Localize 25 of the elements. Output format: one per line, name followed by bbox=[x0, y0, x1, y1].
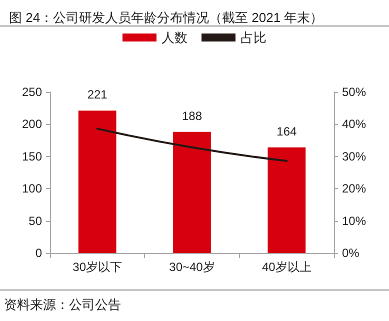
legend-label: 人数 bbox=[162, 30, 188, 45]
y-tick-label: 0 bbox=[35, 246, 42, 260]
x-tick-label: 40岁以上 bbox=[262, 260, 312, 274]
x-tick-label: 30岁以下 bbox=[72, 260, 122, 274]
y-tick-label: 250 bbox=[22, 85, 42, 99]
y-tick-label: 200 bbox=[22, 117, 42, 132]
bar bbox=[78, 110, 116, 253]
data-label: 164 bbox=[276, 124, 297, 138]
text: 资料来源：公司公告 bbox=[4, 297, 121, 312]
y-tick-label: 50 bbox=[28, 214, 42, 228]
data-label: 188 bbox=[182, 108, 202, 123]
chart-title: 图 24：公司研发人员年龄分布情况（截至 2021 年末） bbox=[9, 10, 324, 25]
y2-tick-label: 50% bbox=[342, 85, 366, 99]
legend-label: 占比 bbox=[240, 30, 266, 45]
y2-tick-label: 40% bbox=[342, 117, 366, 132]
y2-tick-label: 10% bbox=[342, 214, 366, 228]
y2-tick-label: 30% bbox=[342, 149, 366, 164]
y-tick-label: 150 bbox=[22, 149, 42, 164]
y2-tick-label: 20% bbox=[342, 182, 366, 196]
y2-tick-label: 0% bbox=[342, 246, 360, 260]
x-tick-label: 30~40岁 bbox=[169, 260, 215, 274]
y-tick-label: 100 bbox=[22, 182, 42, 196]
bar bbox=[268, 147, 306, 253]
data-label: 221 bbox=[87, 88, 108, 102]
bar bbox=[173, 132, 211, 253]
